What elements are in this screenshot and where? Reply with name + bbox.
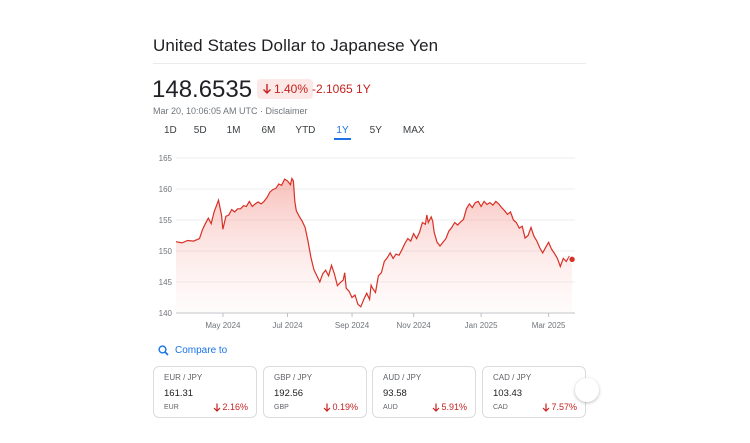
arrow-down-icon (214, 403, 221, 412)
card-cad-jpy[interactable]: CAD / JPY 103.43 CAD 7.57% (482, 366, 586, 418)
page-title: United States Dollar to Japanese Yen (153, 36, 439, 55)
card-gbp-jpy[interactable]: GBP / JPY 192.56 GBP 0.19% (263, 366, 367, 418)
card-rate: 93.58 (383, 388, 407, 399)
x-tick-label: Nov 2024 (397, 321, 432, 330)
chart-series-line (175, 176, 573, 308)
tab-1y[interactable]: 1Y (334, 124, 351, 140)
y-tick-label: 160 (159, 185, 173, 194)
card-pair: AUD / JPY (383, 373, 422, 382)
x-tick-label: May 2024 (205, 321, 241, 330)
title-divider (153, 63, 586, 64)
range-tabs: 1D 5D 1M 6M YTD 1Y 5Y MAX (153, 124, 425, 140)
card-rate: 192.56 (274, 388, 304, 399)
card-change-value: 2.16% (222, 402, 248, 412)
tab-5d[interactable]: 5D (193, 125, 207, 136)
current-price: 148.6535 (152, 76, 253, 103)
y-tick-label: 145 (159, 278, 173, 287)
card-currency: EUR (164, 404, 179, 411)
tab-max[interactable]: MAX (402, 125, 425, 136)
arrow-down-icon (263, 84, 271, 94)
change-absolute: -2.1065 1Y (312, 82, 371, 96)
compare-label: Compare to (175, 345, 228, 356)
search-icon (158, 345, 169, 356)
arrow-down-icon (543, 403, 550, 412)
card-pair: EUR / JPY (164, 373, 203, 382)
card-change: 0.19% (323, 402, 358, 412)
change-percent: 1.40% (274, 82, 309, 96)
tab-ytd[interactable]: YTD (295, 125, 316, 136)
arrow-down-icon (324, 403, 331, 412)
card-rate: 161.31 (164, 388, 194, 399)
tab-1m[interactable]: 1M (226, 125, 241, 136)
y-tick-label: 165 (159, 154, 173, 163)
card-change: 5.91% (432, 402, 467, 412)
card-change-value: 0.19% (332, 402, 358, 412)
y-tick-label: 150 (159, 247, 173, 256)
compare-to-button[interactable]: Compare to (158, 345, 227, 356)
related-pairs: EUR / JPY 161.31 EUR 2.16% GBP / JPY 192… (153, 366, 586, 418)
tab-5y[interactable]: 5Y (369, 125, 382, 136)
card-pair: CAD / JPY (493, 373, 532, 382)
card-change: 7.57% (542, 402, 577, 412)
x-tick-label: Jan 2025 (465, 321, 498, 330)
card-eur-jpy[interactable]: EUR / JPY 161.31 EUR 2.16% (153, 366, 257, 418)
card-aud-jpy[interactable]: AUD / JPY 93.58 AUD 5.91% (372, 366, 476, 418)
arrow-down-icon (433, 403, 440, 412)
y-tick-label: 155 (159, 216, 173, 225)
scroll-next-button[interactable] (575, 378, 599, 402)
change-percent-badge: 1.40% (257, 79, 314, 99)
card-currency: AUD (383, 404, 398, 411)
x-tick-label: Sep 2024 (335, 321, 370, 330)
price-chart[interactable]: 140 145 150 155 160 165 May 2024 Jul 2024 Sep 20… (150, 150, 590, 335)
timestamp-disclaimer[interactable]: Mar 20, 10:06:05 AM UTC · Disclaimer (153, 106, 308, 116)
card-change: 2.16% (213, 402, 248, 412)
card-change-value: 5.91% (441, 402, 467, 412)
card-currency: GBP (274, 404, 289, 411)
card-rate: 103.43 (493, 388, 523, 399)
chart-current-point (568, 255, 576, 264)
x-tick-label: Mar 2025 (532, 321, 566, 330)
card-change-value: 7.57% (551, 402, 577, 412)
tab-1d[interactable]: 1D (164, 125, 177, 136)
tab-6m[interactable]: 6M (261, 125, 276, 136)
card-pair: GBP / JPY (274, 373, 313, 382)
chart-area-fill (176, 178, 573, 313)
card-currency: CAD (493, 404, 508, 411)
y-tick-label: 140 (159, 309, 173, 318)
x-tick-label: Jul 2024 (272, 321, 303, 330)
